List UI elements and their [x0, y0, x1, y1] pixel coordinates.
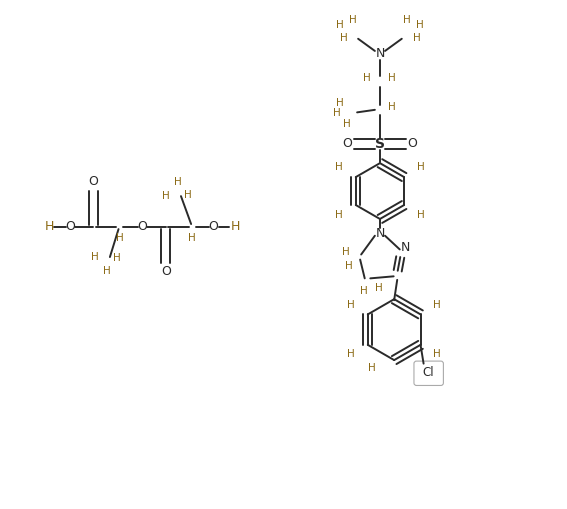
Text: H: H — [231, 220, 240, 233]
Text: H: H — [349, 15, 357, 25]
Text: H: H — [113, 253, 121, 263]
Text: H: H — [44, 220, 54, 233]
Text: H: H — [345, 261, 352, 271]
Text: O: O — [408, 137, 417, 150]
Text: H: H — [433, 350, 441, 359]
Text: H: H — [417, 210, 425, 220]
Text: H: H — [347, 350, 355, 359]
Text: H: H — [335, 210, 343, 220]
Text: H: H — [388, 102, 396, 112]
Text: H: H — [433, 300, 441, 310]
Text: O: O — [342, 137, 353, 150]
Text: H: H — [417, 162, 425, 173]
Text: O: O — [65, 220, 75, 233]
Text: N: N — [401, 241, 411, 254]
Text: H: H — [333, 108, 341, 119]
Text: H: H — [184, 190, 192, 200]
Text: H: H — [342, 119, 350, 129]
Text: H: H — [336, 19, 344, 30]
Text: H: H — [403, 15, 411, 25]
Text: O: O — [209, 220, 218, 233]
Text: O: O — [137, 220, 147, 233]
Text: N: N — [375, 227, 384, 240]
Text: H: H — [103, 266, 111, 276]
Text: H: H — [174, 178, 182, 187]
FancyBboxPatch shape — [414, 361, 443, 385]
Text: H: H — [388, 73, 396, 83]
Text: H: H — [368, 363, 376, 373]
Text: H: H — [116, 233, 124, 243]
Text: H: H — [335, 162, 343, 173]
Text: H: H — [341, 247, 349, 257]
Text: H: H — [375, 283, 383, 293]
Text: H: H — [162, 191, 170, 201]
Text: H: H — [347, 300, 355, 310]
Text: N: N — [375, 47, 384, 61]
Text: H: H — [413, 33, 420, 43]
Text: S: S — [375, 137, 385, 151]
Text: H: H — [188, 233, 196, 243]
Text: Cl: Cl — [423, 366, 434, 379]
Text: H: H — [363, 73, 371, 83]
Text: O: O — [88, 176, 98, 188]
Text: H: H — [91, 252, 99, 262]
Text: H: H — [340, 33, 347, 43]
Text: H: H — [416, 19, 424, 30]
Text: H: H — [360, 286, 367, 296]
Text: O: O — [161, 265, 171, 278]
Text: H: H — [336, 98, 344, 108]
